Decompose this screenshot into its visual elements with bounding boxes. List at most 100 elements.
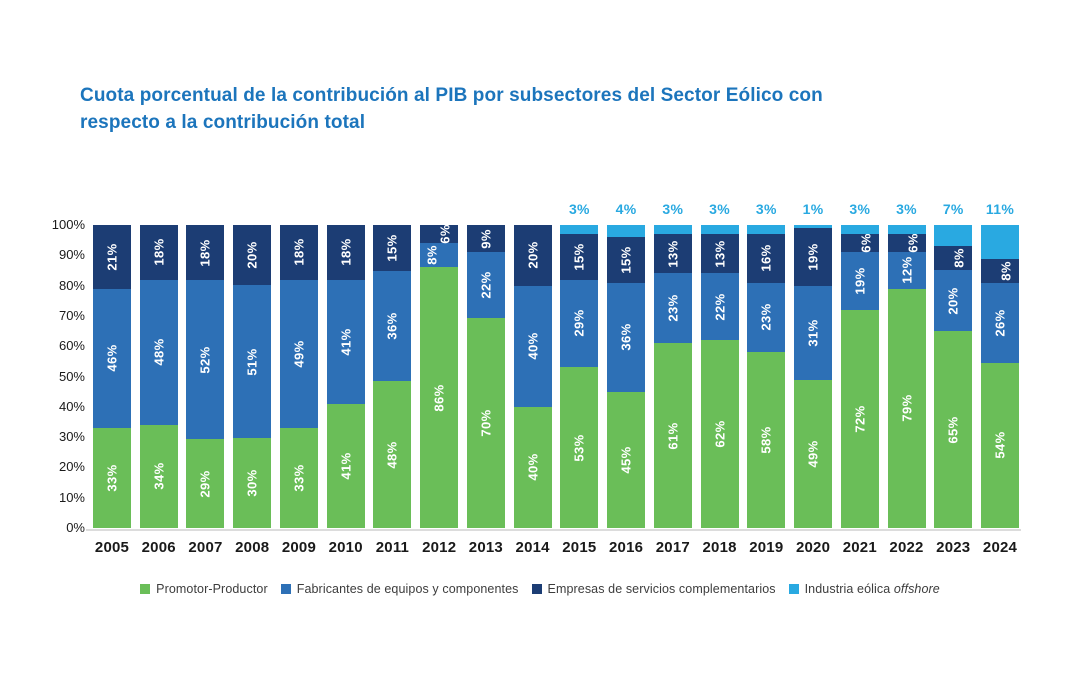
bar-segment-label: 86% [431, 384, 447, 412]
bar-segment-label: 6% [905, 233, 921, 253]
bar-segment: 8% [934, 246, 973, 271]
bar-segment: 53% [560, 367, 599, 528]
bar-segment: 23% [653, 273, 692, 344]
bar-segment-label: 8% [424, 245, 440, 266]
x-axis-year-label: 2024 [982, 539, 1018, 556]
bar-segment-label: 31% [805, 318, 821, 347]
bar-segment-label: 13% [712, 240, 728, 268]
bar-segment-label: 20% [525, 241, 541, 269]
bar-segment-label: 48% [151, 338, 167, 366]
bar-segment [653, 225, 692, 235]
bar-segment: 13% [653, 234, 692, 274]
bar-segment: 36% [373, 270, 412, 382]
offshore-top-label: 1% [802, 201, 824, 217]
bar-segment: 36% [607, 282, 646, 392]
bar-column: 54% 26% 8% [981, 225, 1019, 528]
bar-segment-label: 33% [291, 464, 307, 492]
legend-label: Promotor-Productor [156, 582, 268, 596]
bar-segment: 18% [279, 225, 318, 280]
bar-segment-label: 15% [384, 234, 400, 262]
bar-segment-label: 36% [384, 312, 400, 340]
offshore-top-label: 3% [662, 201, 684, 217]
bar-segment: 20% [233, 225, 272, 285]
bar-segment-label: 18% [197, 238, 213, 267]
x-axis-year-label: 2008 [235, 539, 270, 556]
bar-segment: 8% [981, 258, 1019, 284]
x-axis-year-label: 2016 [609, 539, 644, 556]
bar-segment [887, 225, 926, 235]
bar-segment: 31% [794, 285, 833, 380]
bar-segment: 33% [93, 428, 131, 528]
bar-segment-label: 49% [291, 340, 307, 368]
bar-segment-label: 22% [712, 293, 728, 321]
bar-segment: 26% [981, 283, 1019, 363]
y-axis-tick-label: 80% [58, 277, 85, 293]
bar-segment: 15% [560, 234, 599, 280]
bar-segment: 6% [840, 233, 879, 253]
y-axis-tick-label: 60% [58, 338, 85, 354]
bar-segment: 20% [934, 270, 973, 332]
bar-segment-label: 8% [951, 248, 967, 269]
bar-segment: 33% [279, 428, 318, 528]
x-axis-year-label: 2012 [422, 539, 457, 556]
x-axis-year-label: 2021 [842, 539, 877, 556]
bar-segment-label: 58% [758, 426, 774, 454]
x-axis-year-label: 2019 [749, 539, 784, 556]
y-axis-tick-label: 70% [58, 307, 85, 323]
x-axis-year-label: 2020 [795, 539, 831, 556]
bar-segment [981, 225, 1019, 259]
bar-segment: 40% [513, 406, 552, 528]
x-axis-year-label: 2006 [141, 539, 176, 556]
bar-segment-label: 18% [338, 238, 354, 266]
bar-segment-label: 15% [571, 243, 587, 271]
bar-segment: 86% [420, 267, 459, 528]
bar-segment-label: 33% [104, 464, 120, 492]
bar-column: 62% 22% 13% [700, 225, 739, 528]
bar-segment: 46% [93, 288, 131, 429]
bar-segment-label: 19% [805, 243, 821, 271]
bar-segment: 54% [981, 362, 1019, 528]
bar-segment-label: 54% [992, 431, 1008, 459]
offshore-top-label: 3% [849, 201, 871, 217]
offshore-top-label: 11% [985, 201, 1015, 217]
bar-segment-label: 23% [758, 303, 774, 332]
bar-segment-label: 30% [244, 469, 260, 497]
bar-segment: 30% [233, 438, 272, 528]
bar-column: 41% 41% 18% [326, 225, 365, 528]
offshore-top-label: 3% [568, 201, 590, 217]
bar-segment-label: 40% [525, 332, 541, 360]
bar-segment-label: 36% [618, 323, 634, 351]
offshore-top-label: 3% [896, 201, 917, 217]
y-axis-tick-label: 100% [51, 217, 85, 232]
bar-column: 29% 52% 18% [186, 225, 225, 528]
bar-segment-label: 9% [478, 228, 494, 249]
y-axis-tick-label: 90% [58, 247, 85, 263]
legend-label: Fabricantes de equipos y componentes [296, 582, 519, 596]
legend-label: Industria eólica offshore [804, 582, 940, 596]
bar-segment: 20% [513, 225, 552, 286]
bar-segment: 29% [560, 279, 599, 368]
bar-segment: 79% [887, 288, 926, 528]
bar-segment: 19% [840, 252, 879, 310]
bar-segment: 6% [420, 224, 459, 244]
bar-column: 33% 46% 21% [93, 225, 131, 528]
legend-swatch-icon [531, 584, 542, 594]
y-axis-tick-label: 50% [58, 368, 85, 384]
bar-segment-label: 13% [665, 240, 681, 268]
bar-column: 53% 29% 15% [560, 225, 599, 528]
bar-segment-label: 65% [945, 415, 961, 444]
bar-segment: 21% [93, 225, 131, 289]
legend-swatch-icon [788, 584, 799, 594]
x-axis-year-label: 2009 [281, 539, 317, 556]
bar-segment-label: 18% [151, 238, 167, 266]
bar-segment-label: 41% [338, 452, 354, 480]
x-axis-year-label: 2015 [562, 539, 597, 556]
legend-label: Empresas de servicios complementarios [547, 582, 776, 596]
x-axis-year-label: 2010 [328, 539, 363, 556]
offshore-top-label: 7% [942, 201, 964, 217]
x-axis-year-label: 2005 [94, 539, 130, 556]
bar-segment-label: 70% [478, 409, 494, 437]
bar-column: 34% 48% 18% [139, 225, 178, 528]
bar-segment [607, 225, 646, 238]
bar-segment: 8% [420, 243, 459, 268]
